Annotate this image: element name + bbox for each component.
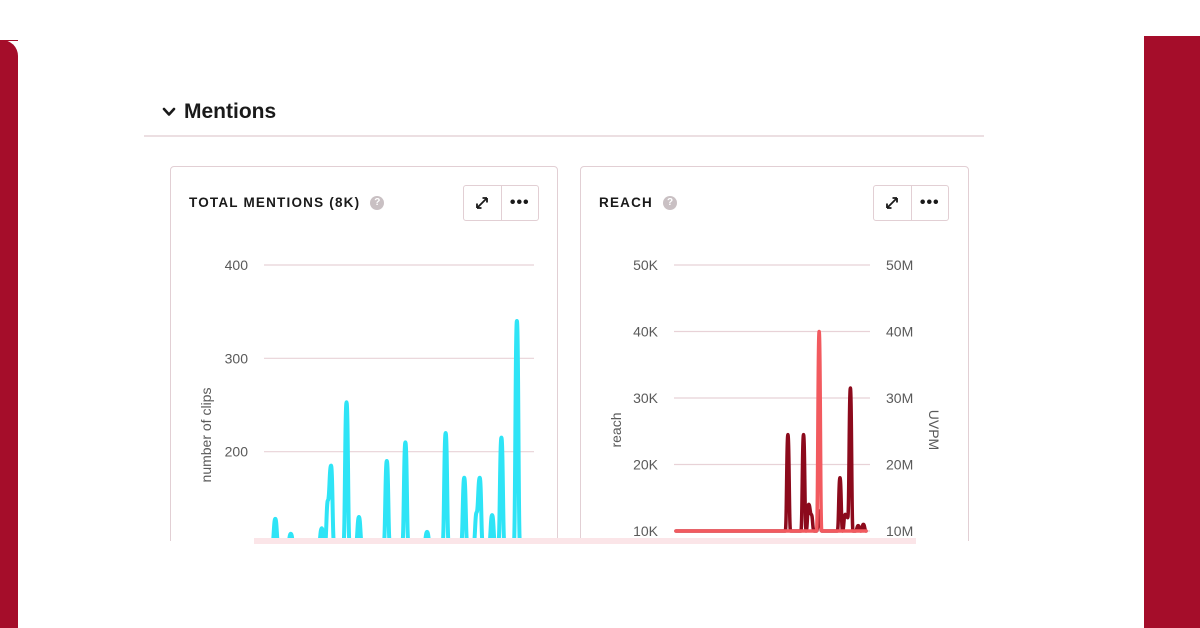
more-options-icon: ••• — [919, 194, 940, 211]
expand-button[interactable] — [464, 186, 501, 220]
y-axis-label: reach — [608, 412, 624, 447]
bottom-cover — [144, 541, 1134, 628]
more-options-button[interactable]: ••• — [500, 186, 539, 220]
expand-arrows-icon — [476, 197, 489, 209]
y-tick-label: 400 — [225, 257, 249, 273]
card-title-text: REACH — [599, 195, 654, 210]
help-icon[interactable]: ? — [663, 195, 678, 210]
y2-tick-label: 50M — [886, 257, 913, 273]
section-title: Mentions — [184, 100, 277, 123]
help-icon[interactable]: ? — [370, 195, 385, 210]
card-title-reach: REACH ? — [599, 195, 678, 210]
y-tick-label: 30K — [633, 390, 659, 406]
reach-card: REACH ? ••• — [580, 166, 969, 566]
card-title-total-mentions: TOTAL MENTIONS (8K) ? — [189, 195, 385, 210]
y-tick-label: 50K — [633, 257, 659, 273]
y2-tick-label: 10M — [886, 523, 913, 539]
brand-left-rule-top — [0, 40, 18, 41]
brand-left-panel — [0, 40, 18, 628]
expand-arrows-icon — [886, 197, 899, 209]
y-tick-label: 40K — [633, 324, 659, 340]
card-actions: ••• — [463, 185, 539, 221]
brand-left-rule-bottom — [0, 97, 18, 98]
reach-series-line — [674, 386, 868, 533]
more-options-button[interactable]: ••• — [910, 186, 949, 220]
card-actions: ••• — [873, 185, 949, 221]
y2-tick-label: 20M — [886, 457, 913, 473]
y2-axis-label: UVPM — [926, 410, 942, 450]
total-mentions-card: TOTAL MENTIONS (8K) ? ••• — [170, 166, 558, 566]
section-toggle-mentions[interactable]: Mentions — [162, 98, 276, 126]
brand-right-panel — [1144, 36, 1200, 628]
expand-button[interactable] — [874, 186, 911, 220]
more-options-icon: ••• — [509, 194, 530, 211]
y-axis-label: number of clips — [198, 388, 214, 483]
card-title-text: TOTAL MENTIONS (8K) — [189, 195, 361, 210]
mentions-series-line — [264, 319, 522, 548]
y-tick-label: 200 — [225, 444, 249, 460]
y2-tick-label: 30M — [886, 390, 913, 406]
y-tick-label: 20K — [633, 457, 659, 473]
y2-tick-label: 40M — [886, 324, 913, 340]
uvpm-series-line — [674, 329, 868, 533]
fade-bar — [254, 538, 916, 544]
y-tick-label: 10K — [633, 523, 659, 539]
section-divider — [144, 135, 984, 137]
y-tick-label: 300 — [225, 350, 249, 366]
chevron-down-icon — [162, 107, 176, 116]
